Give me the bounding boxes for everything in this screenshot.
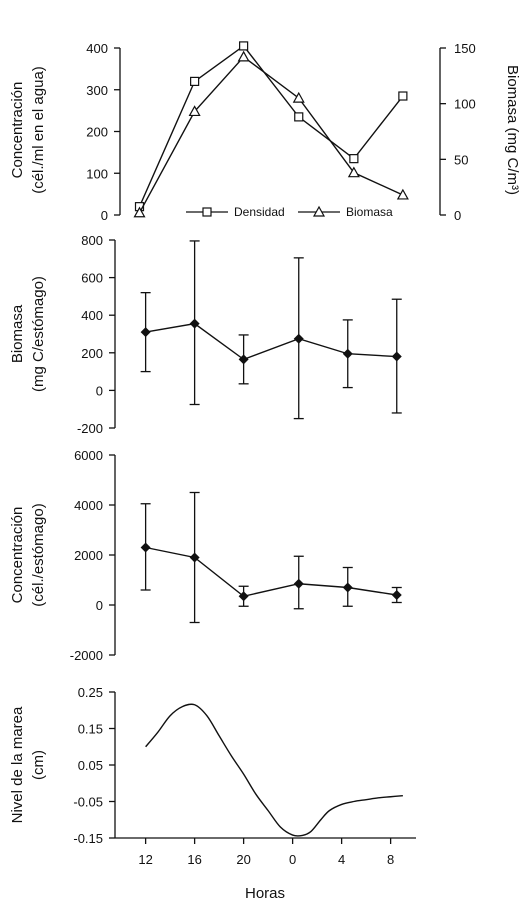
series-densidad-point [349, 154, 359, 164]
panel1-y-tick-label: 300 [86, 83, 108, 98]
panel3-data-point [140, 542, 151, 553]
panel3-series-line [145, 546, 397, 598]
panel1-y-tick-label: 200 [86, 125, 108, 140]
panel2-y-tick-label: 0 [96, 383, 103, 398]
panel3-data-point [293, 578, 304, 589]
panel3-y-tick-label: 4000 [74, 498, 103, 513]
panel1-y-axis-title-line2: (cél./ml en el agua) [30, 66, 47, 194]
panel3-y-tick-label: 2000 [74, 548, 103, 563]
series-biomasa-point [133, 206, 146, 218]
panel4-y-tick-label: -0.15 [73, 831, 103, 846]
panel2-y-axis-title-line1: Biomasa [9, 304, 26, 363]
series-biomasa-point [188, 105, 201, 117]
panel1-y2-tick-label: 100 [454, 97, 476, 112]
panel4-y-tick-label: 0.25 [78, 685, 103, 700]
panel4-y-tick-label: -0.05 [73, 795, 103, 810]
tide-level-curve [145, 703, 403, 837]
panel3-data-point [391, 590, 402, 600]
panel1-y-axis-title-line1: Concentración [9, 82, 26, 179]
panel4-y-axis-title-line2: (cm) [30, 750, 47, 780]
panel3-data-point [189, 552, 200, 563]
panel4-y-tick-label: 0.15 [78, 722, 103, 737]
panel2-y-tick-label: 600 [81, 271, 103, 286]
legend-densidad-label: Densidad [234, 205, 285, 219]
series-biomasa-point [396, 188, 409, 200]
series-biomasa-point [237, 50, 250, 62]
panel1-y-tick-label: 0 [101, 208, 108, 223]
panel2-data-point [189, 318, 200, 329]
panel2-data-point [238, 354, 249, 365]
x-tick-label: 0 [289, 852, 296, 867]
panel4-y-tick-label: 0.05 [78, 758, 103, 773]
series-densidad-point [398, 91, 408, 101]
x-tick-label: 12 [138, 852, 152, 867]
legend-biomasa-marker [312, 205, 326, 217]
panel3-y-axis-title-line2: (cél./estómago) [30, 503, 47, 606]
legend-densidad-marker [202, 207, 212, 217]
panel2-data-point [140, 327, 151, 338]
panel3-y-tick-label: 0 [96, 598, 103, 613]
series-densidad-point [239, 41, 249, 51]
panel1-y2-axis-title-text: Biomasa (mg C/m³) [504, 65, 521, 195]
series-densidad-line [138, 44, 404, 207]
panel1-y2-axis-title: Biomasa (mg C/m³) [504, 65, 521, 195]
x-tick-label: 8 [387, 852, 394, 867]
panel2-series-line [145, 322, 397, 361]
panel3-data-point [342, 582, 353, 593]
panel1-y-tick-label: 100 [86, 166, 108, 181]
panel3-y-tick-label: -2000 [70, 648, 103, 663]
panel1-y2-tick-label: 0 [454, 208, 461, 223]
panel2-y-axis-title: Biomasa (mg C/estómago) [9, 276, 47, 392]
x-tick-label: 20 [236, 852, 250, 867]
x-tick-label: 4 [338, 852, 345, 867]
panel2-y-tick-label: 200 [81, 346, 103, 361]
panel2-data-point [293, 333, 304, 344]
series-densidad-point [294, 112, 304, 122]
panel3-y-tick-label: 6000 [74, 448, 103, 463]
x-axis-title: Horas [245, 885, 285, 902]
panel3-data-point [238, 591, 249, 602]
panel4-y-axis-title: Nivel de la marea (cm) [9, 706, 47, 823]
panel4-y-axis-title-line1: Nivel de la marea [9, 706, 26, 823]
panel2-data-point [342, 348, 353, 359]
series-biomasa-point [347, 166, 360, 178]
panel1-y2-tick-label: 150 [454, 41, 476, 56]
panel2-y-axis-title-line2: (mg C/estómago) [30, 276, 47, 392]
panel3-y-axis-title: Concentración (cél./estómago) [9, 503, 47, 606]
series-biomasa-point [292, 91, 305, 103]
panel1-y2-tick-label: 50 [454, 152, 468, 167]
legend-biomasa-label: Biomasa [346, 205, 393, 219]
series-densidad-point [190, 76, 200, 87]
panel2-data-point [391, 351, 402, 362]
panel1-y-tick-label: 400 [86, 41, 108, 56]
panel3-y-axis-title-line1: Concentración [9, 507, 26, 604]
panel1-y-axis-title: Concentración (cél./ml en el agua) [9, 66, 47, 194]
panel2-y-tick-label: -200 [77, 421, 103, 436]
series-biomasa-line [138, 55, 404, 214]
x-tick-label: 16 [187, 852, 201, 867]
panel2-y-tick-label: 800 [81, 233, 103, 248]
panel2-y-tick-label: 400 [81, 308, 103, 323]
